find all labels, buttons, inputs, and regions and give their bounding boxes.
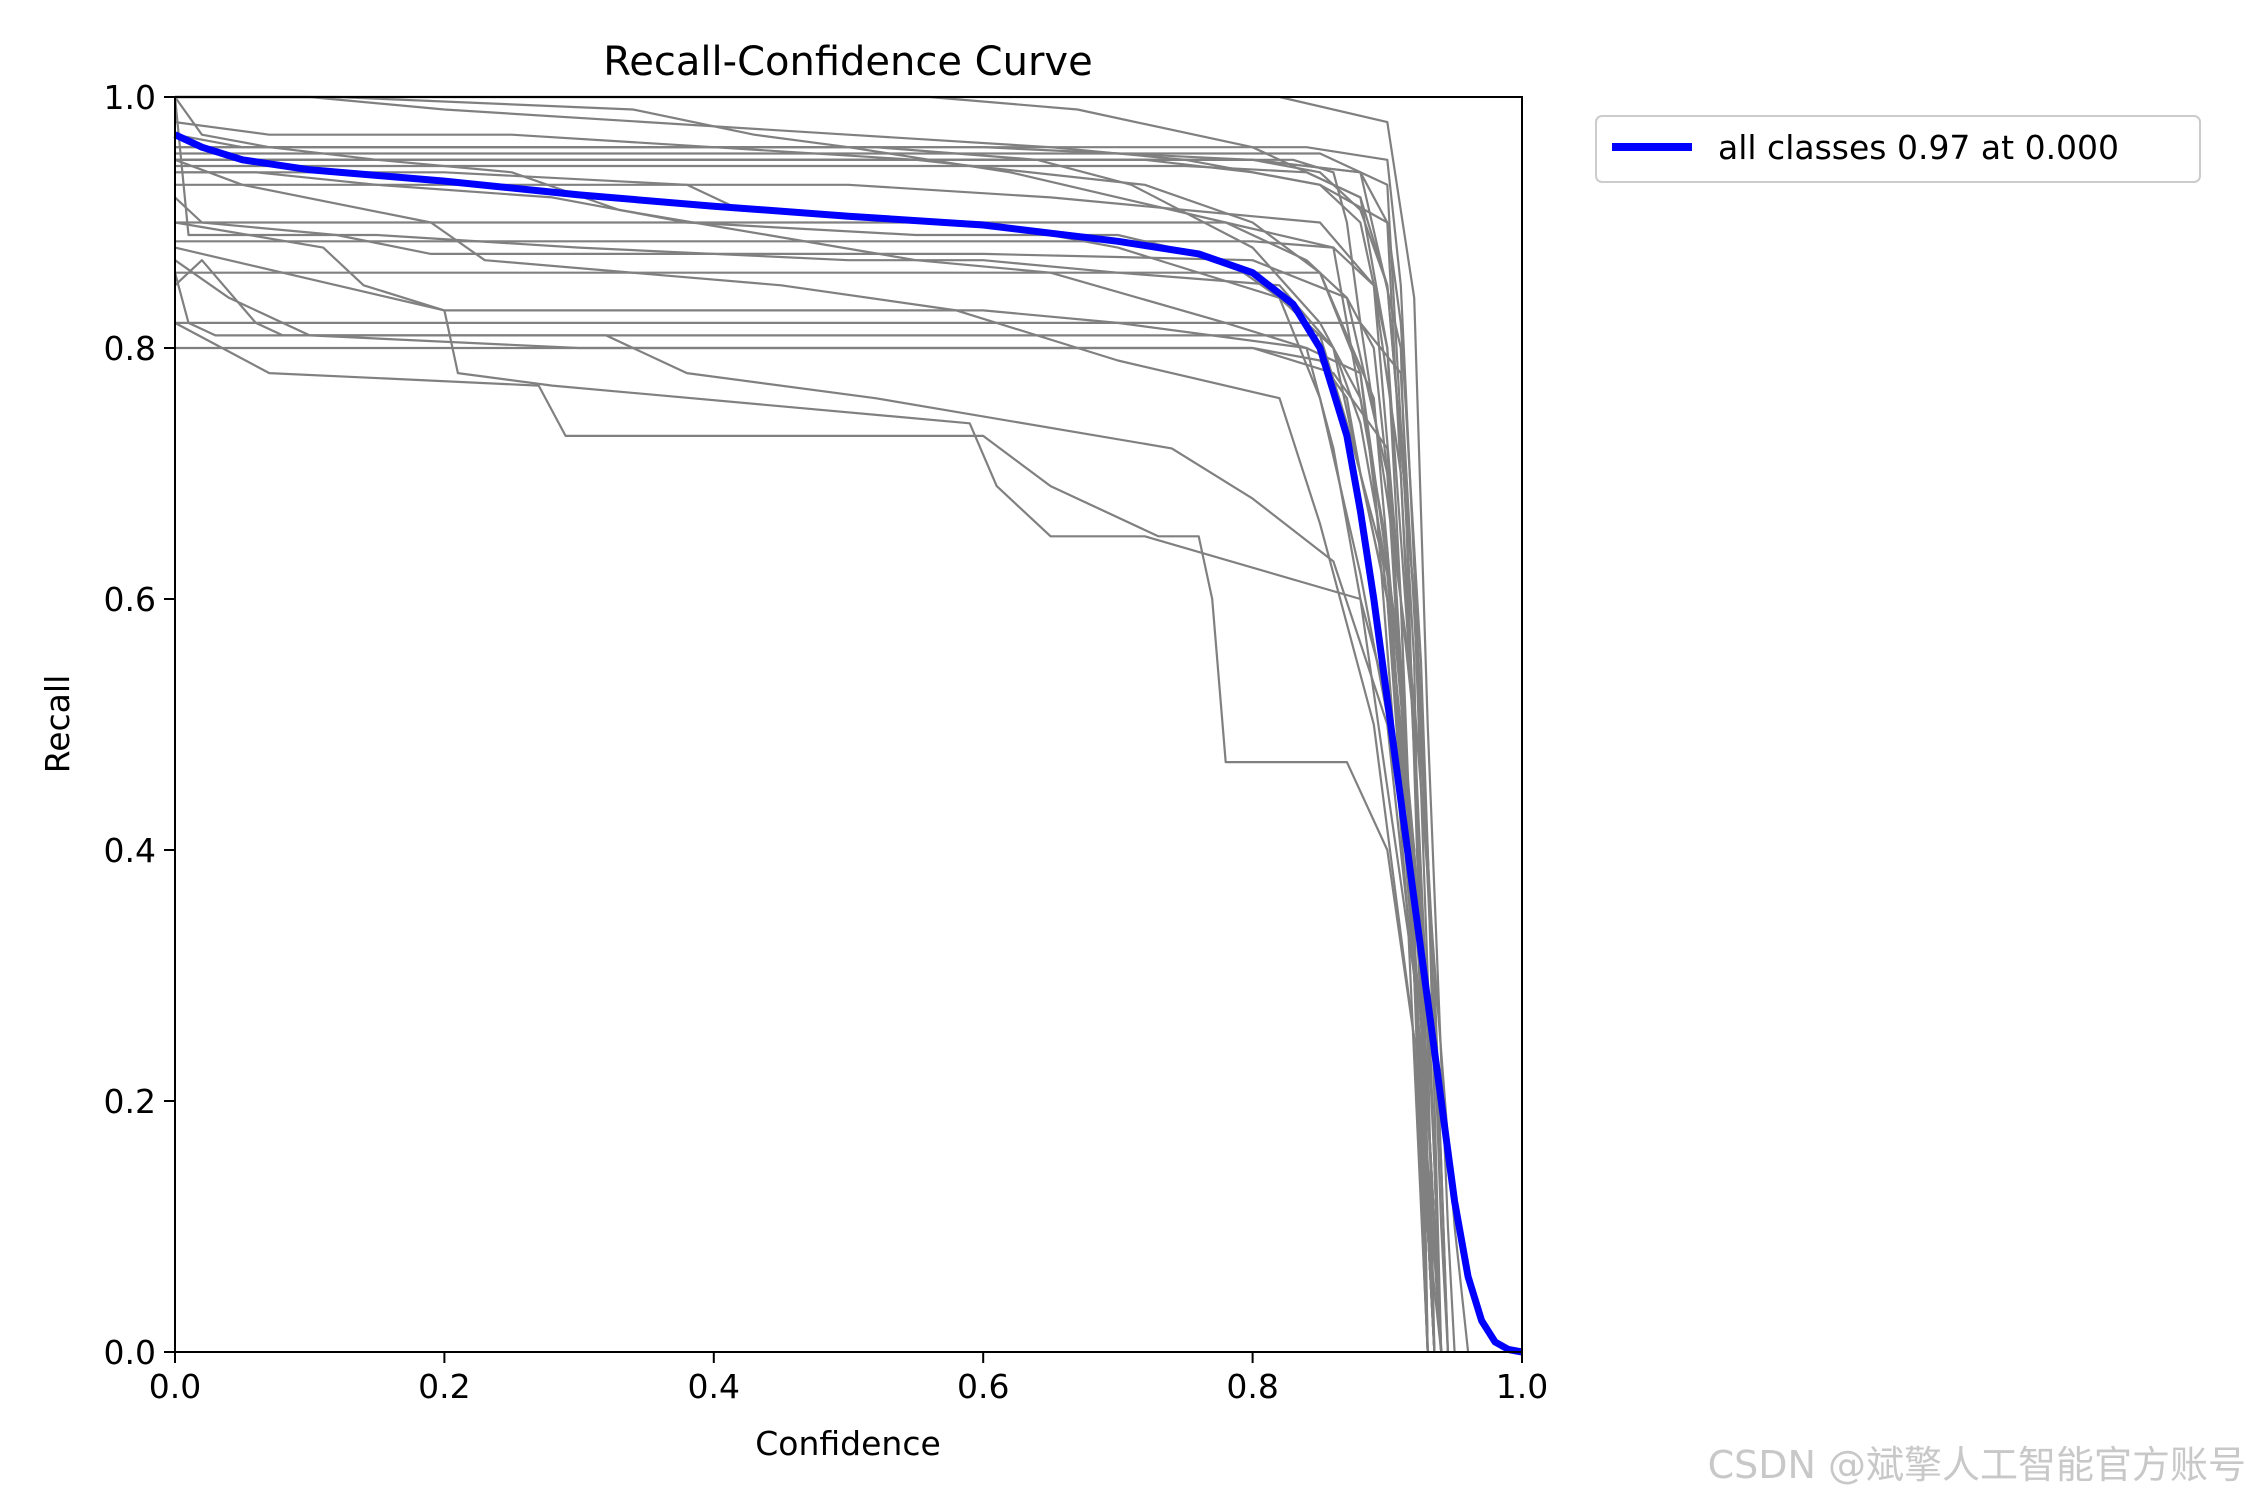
legend: all classes 0.97 at 0.000 bbox=[1595, 115, 2201, 183]
y-tick-label: 0.6 bbox=[104, 580, 156, 619]
x-axis-label: Confidence bbox=[755, 1424, 941, 1463]
series-line-class-12 bbox=[175, 95, 1443, 1353]
series-line-class-23 bbox=[174, 121, 1443, 1353]
legend-label-all-classes: all classes 0.97 at 0.000 bbox=[1718, 128, 2119, 167]
y-axis-label: Recall bbox=[38, 675, 77, 773]
legend-box bbox=[1595, 115, 2201, 183]
x-tick-label: 1.0 bbox=[1496, 1367, 1548, 1406]
y-tick-label: 0.4 bbox=[104, 831, 156, 870]
x-tick-label: 0.2 bbox=[418, 1367, 470, 1406]
series-line-class-6 bbox=[174, 196, 1429, 1353]
x-tick-label: 0.8 bbox=[1226, 1367, 1278, 1406]
y-tick-label: 1.0 bbox=[104, 78, 156, 117]
series-line-all-classes bbox=[173, 131, 1523, 1356]
series-line-class-4 bbox=[174, 321, 1429, 1353]
series-line-class-27 bbox=[175, 146, 1443, 1353]
plot-frame bbox=[174, 96, 1523, 1353]
series-line-class-28 bbox=[173, 272, 1436, 1353]
curves-layer bbox=[173, 95, 1523, 1356]
x-tick-label: 0.6 bbox=[957, 1367, 1009, 1406]
chart-title: Recall-Confidence Curve bbox=[603, 39, 1092, 85]
axis-ticks: 0.0 0.2 0.4 0.6 0.8 1.0 0.0 0.2 0.4 0.6 0.8 1.0 bbox=[104, 78, 1549, 1406]
y-tick-label: 0.2 bbox=[104, 1082, 156, 1121]
series-line-class-31 bbox=[174, 158, 1429, 1353]
x-tick-label: 0.0 bbox=[149, 1367, 201, 1406]
x-tick-label: 0.4 bbox=[688, 1367, 740, 1406]
y-tick-label: 0.8 bbox=[104, 329, 156, 368]
series-line-class-26 bbox=[175, 271, 1436, 1353]
y-tick-label: 0.0 bbox=[104, 1333, 156, 1372]
series-line-class-29 bbox=[175, 221, 1429, 1353]
series-line-class-30 bbox=[175, 152, 1429, 1353]
watermark-text: CSDN @斌擎人工智能官方账号 bbox=[1708, 1443, 2246, 1487]
